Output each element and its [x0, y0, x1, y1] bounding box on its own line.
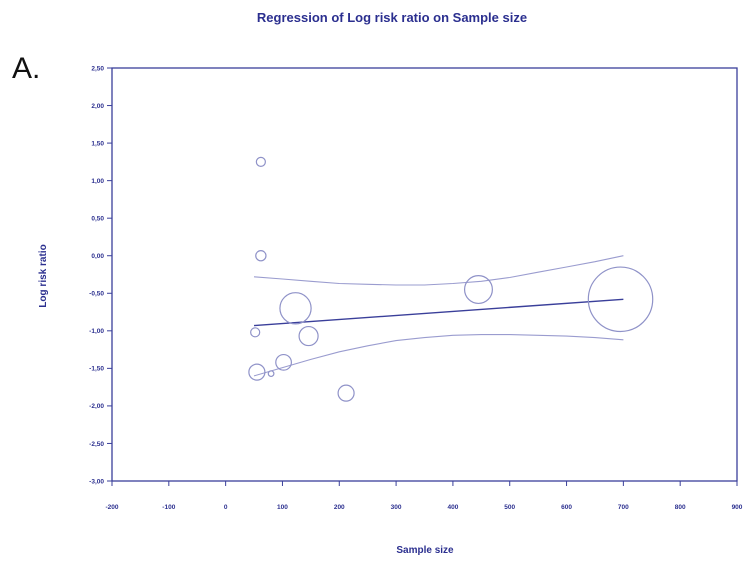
- data-point: [267, 370, 275, 378]
- regression-line: [253, 298, 624, 327]
- x-tick-label: -100: [162, 504, 175, 511]
- data-point: [298, 325, 319, 347]
- y-tick-label: 2,50: [91, 65, 104, 72]
- data-point: [463, 275, 493, 305]
- y-tick-label: -0,50: [89, 291, 104, 298]
- confidence-bands: [253, 255, 624, 377]
- x-tick-label: 900: [732, 504, 743, 511]
- y-tick-label: -1,50: [89, 366, 104, 373]
- data-point: [255, 156, 266, 167]
- plot-frame: [111, 67, 738, 482]
- panel-label: A.: [12, 52, 40, 85]
- y-tick-label: 2,00: [91, 103, 104, 110]
- chart-title: Regression of Log risk ratio on Sample s…: [257, 10, 527, 25]
- ci-lower-line: [253, 334, 624, 377]
- data-point: [248, 363, 266, 381]
- x-tick-label: 0: [224, 504, 228, 511]
- y-axis-label: Log risk ratio: [38, 244, 49, 307]
- y-tick-label: 1,50: [91, 140, 104, 147]
- x-tick-label: 400: [447, 504, 458, 511]
- x-tick-label: 600: [561, 504, 572, 511]
- x-tick-label: 700: [618, 504, 629, 511]
- x-tick-label: -200: [105, 504, 118, 511]
- data-point: [255, 250, 267, 262]
- y-axis-ticks: 2,50 2,00 1,50 1,00 0,50 0,00 -0,50 -1,00 -1,50 -…: [89, 65, 112, 485]
- x-tick-label: 500: [504, 504, 515, 511]
- y-tick-label: -2,00: [89, 403, 104, 410]
- y-tick-label: -3,00: [89, 478, 104, 485]
- x-tick-label: 800: [675, 504, 686, 511]
- data-point: [250, 327, 261, 338]
- x-tick-label: 300: [391, 504, 402, 511]
- data-point: [337, 384, 355, 402]
- y-tick-label: -1,00: [89, 328, 104, 335]
- data-point: [279, 292, 312, 325]
- data-point: [587, 266, 654, 333]
- regression-line-group: [253, 298, 624, 327]
- data-point: [275, 353, 292, 371]
- y-tick-label: 1,00: [91, 178, 104, 185]
- x-tick-label: 200: [334, 504, 345, 511]
- x-tick-label: 100: [277, 504, 288, 511]
- x-axis-label: Sample size: [396, 545, 454, 556]
- y-tick-label: 0,00: [91, 253, 104, 260]
- y-tick-label: 0,50: [91, 215, 104, 222]
- y-tick-label: -2,50: [89, 441, 104, 448]
- x-axis-ticks: -200 -100 0 100 200 300 400 500 600 700 800 900: [105, 481, 743, 511]
- ci-upper-line: [253, 255, 624, 286]
- data-points: [248, 156, 654, 402]
